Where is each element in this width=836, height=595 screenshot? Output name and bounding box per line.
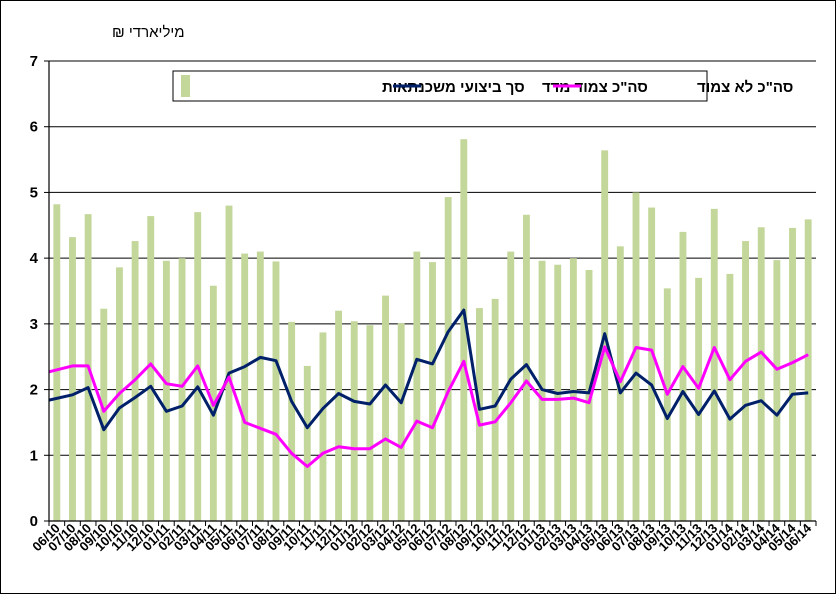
legend-label-index-linked: סה"כ צמוד מדד [542,79,648,96]
y-tick-label: 4 [30,250,39,267]
line-series [48,308,809,468]
bar-mortgages-08-13 [648,207,656,522]
bar-mortgages-12-10 [147,216,155,522]
bar-mortgages-09-10 [100,308,108,521]
line-unlinked [48,345,809,468]
y-tick-label: 1 [30,447,38,464]
bar-mortgages-02-12 [366,325,374,521]
line-index-linked [48,308,809,432]
bar-mortgages-06-10 [53,204,61,521]
bar-mortgages-01-14 [726,273,734,521]
bar-mortgages-03-14 [757,227,765,521]
bar-mortgages-03-13 [569,258,577,521]
bar-mortgages-05-12 [413,251,421,522]
bar-mortgages-12-12 [522,214,530,521]
legend-swatch-bars [181,75,190,97]
bar-mortgages-10-13 [679,231,687,521]
bar-mortgages-06-14 [804,219,812,521]
bar-mortgages-07-13 [632,192,640,521]
bar-mortgages-03-12 [382,295,389,521]
y-tick-label: 6 [30,119,38,136]
bar-mortgages-04-13 [585,269,593,521]
y-tick-label: 3 [30,316,38,333]
bar-mortgages-11-11 [319,332,327,521]
bar-mortgages-09-11 [288,321,296,521]
bar-mortgages-01-12 [350,321,358,521]
bar-mortgages-07-11 [256,251,264,522]
bar-mortgages-02-11 [178,258,186,521]
y-tick-label: 0 [30,513,38,530]
y-tick-label: 7 [30,53,38,70]
y-tick-label: 2 [30,382,38,399]
bar-mortgages-10-12 [491,298,499,521]
bar-mortgages-05-14 [789,227,796,521]
bar-mortgages-12-13 [710,208,718,521]
bar-mortgages-07-12 [444,197,452,521]
bar-mortgages-05-11 [225,205,233,522]
legend-label-unlinked: סה"כ לא צמוד [697,79,793,96]
x-tick-labels: 06/1007/1008/1009/1010/1011/1012/1001/11… [29,520,817,554]
bar-series [53,139,812,522]
bar-mortgages-02-14 [742,241,750,522]
bar-mortgages-04-12 [397,323,405,521]
bar-mortgages-07-10 [69,237,76,521]
bar-mortgages-08-12 [460,139,468,521]
bar-mortgages-06-11 [241,253,249,522]
bar-mortgages-04-14 [773,260,781,521]
y-tick-labels: 0 1 2 3 4 5 6 7 [30,53,49,530]
bar-mortgages-06-12 [429,262,436,521]
bar-mortgages-12-11 [335,310,343,521]
bar-mortgages-11-13 [695,277,703,521]
bar-mortgages-08-11 [272,261,280,521]
legend-box [172,70,708,102]
bar-mortgages-09-12 [476,308,483,521]
unit-label: מיליארדי ₪ [112,24,185,41]
bar-mortgages-09-13 [663,288,671,521]
bar-mortgages-10-11 [303,365,311,521]
legend: סך ביצועי משכנתאות סה"כ צמוד מדד סה"כ לא… [172,70,793,102]
legend-label-total-mortgages: סך ביצועי משכנתאות [382,79,525,96]
bar-mortgages-01-11 [162,260,170,521]
y-tick-label: 5 [30,184,38,201]
bar-mortgages-06-13 [616,246,624,522]
bar-mortgages-11-12 [507,251,515,522]
